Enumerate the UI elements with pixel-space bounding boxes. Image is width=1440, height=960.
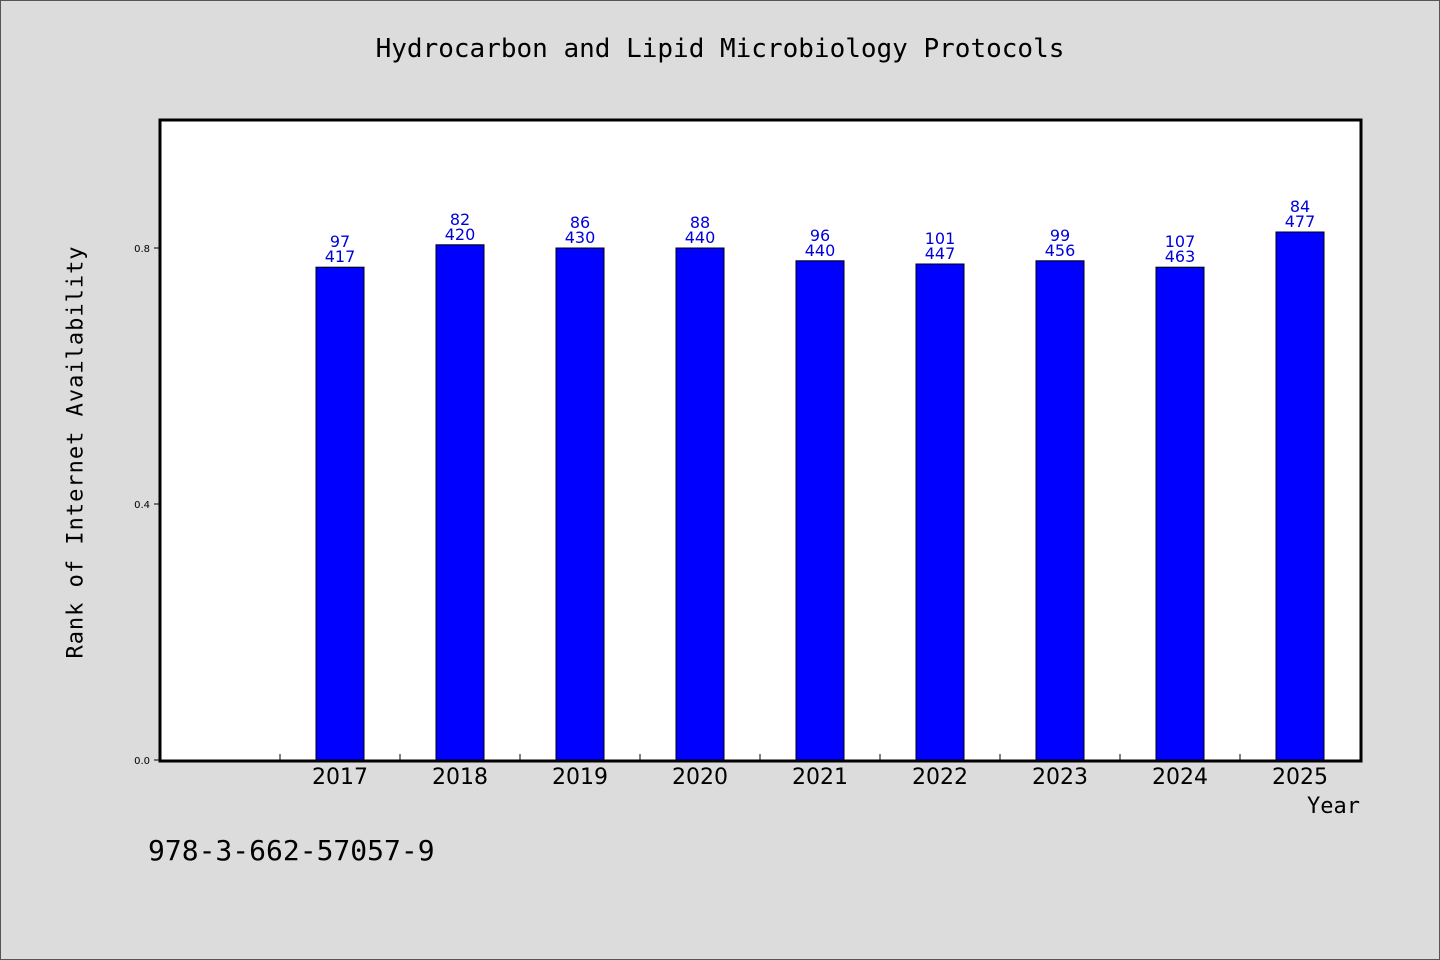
data-label-bottom: 440	[685, 228, 716, 247]
x-axis-label: Year	[1307, 794, 1360, 819]
data-label-bottom: 477	[1285, 212, 1316, 231]
x-tick-label: 2019	[552, 765, 608, 790]
data-label-top: 107	[1165, 232, 1196, 251]
data-label-top: 86	[570, 213, 590, 232]
data-label-bottom: 447	[925, 244, 956, 263]
x-tick-label: 2022	[912, 765, 968, 790]
data-label-bottom: 420	[445, 225, 476, 244]
bar	[1035, 260, 1085, 761]
bar	[675, 247, 725, 761]
bar	[555, 247, 605, 761]
data-label-top: 99	[1050, 226, 1070, 245]
y-tick-label: 0.8	[134, 244, 150, 255]
data-label-bottom: 463	[1165, 247, 1196, 266]
isbn-label: 978-3-662-57057-9	[148, 834, 435, 867]
data-label-top: 96	[810, 226, 830, 245]
bar	[795, 260, 845, 761]
data-label-top: 84	[1290, 197, 1310, 216]
x-tick-label: 2017	[312, 765, 368, 790]
bar	[1275, 231, 1325, 761]
bar	[915, 263, 965, 761]
data-label-top: 97	[330, 232, 350, 251]
bar	[435, 244, 485, 761]
bar	[315, 266, 365, 761]
y-axis: 0.0 0.4 0.8	[134, 244, 160, 767]
data-label-bottom: 417	[325, 247, 356, 266]
bars-layer	[315, 231, 1325, 761]
data-label-top: 82	[450, 210, 470, 229]
x-tick-label: 2018	[432, 765, 488, 790]
data-label-top: 88	[690, 213, 710, 232]
bar	[1155, 266, 1205, 761]
x-tick-label: 2020	[672, 765, 728, 790]
x-axis: 2017 2018 2019 2020 2021 2022 2023 2024 2025	[279, 754, 1328, 790]
data-label-bottom: 440	[805, 241, 836, 260]
chart-title: Hydrocarbon and Lipid Microbiology Proto…	[375, 34, 1065, 64]
data-label-bottom: 430	[565, 228, 596, 247]
x-tick-label: 2021	[792, 765, 848, 790]
y-tick-label: 0.0	[134, 756, 150, 767]
y-tick-label: 0.4	[134, 500, 150, 511]
x-tick-label: 2025	[1272, 765, 1328, 790]
data-label-top: 101	[925, 229, 956, 248]
data-label-bottom: 456	[1045, 241, 1076, 260]
x-tick-label: 2024	[1152, 765, 1208, 790]
x-tick-label: 2023	[1032, 765, 1088, 790]
